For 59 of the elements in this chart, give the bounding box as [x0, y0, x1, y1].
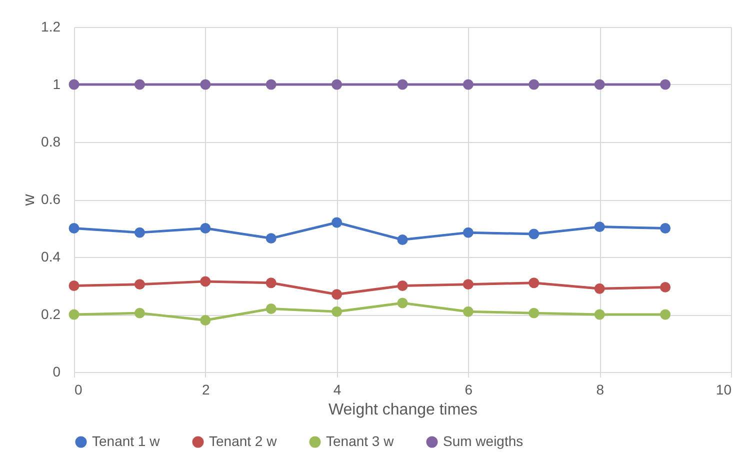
point: [397, 234, 408, 245]
point: [397, 298, 408, 308]
point: [200, 223, 211, 234]
point: [660, 223, 671, 234]
point: [462, 306, 474, 317]
point: [68, 79, 80, 90]
x-tick-label: 4: [333, 382, 342, 398]
y-tick-label: 0: [52, 364, 61, 380]
y-tick-label: 0.8: [41, 134, 61, 150]
x-tick-label: 8: [596, 382, 604, 398]
point: [332, 306, 342, 317]
legend-label: Sum weigths: [443, 433, 524, 449]
y-tick-label: 1.2: [41, 18, 61, 34]
point: [200, 79, 211, 90]
point: [528, 228, 540, 240]
point: [462, 79, 474, 90]
y-tick-label: 0.4: [41, 248, 61, 264]
point: [332, 289, 342, 300]
point: [134, 308, 145, 318]
y-tick-label: 0.2: [41, 306, 61, 322]
point: [462, 279, 474, 290]
x-axis-title: Weight change times: [328, 402, 478, 418]
point: [660, 79, 671, 90]
point: [134, 79, 145, 90]
point: [266, 304, 276, 314]
point: [68, 280, 80, 291]
point: [200, 315, 211, 326]
point: [200, 276, 211, 287]
point: [528, 278, 540, 288]
point: [397, 280, 408, 291]
point: [266, 233, 276, 244]
point: [660, 282, 671, 292]
x-tick-label: 6: [464, 382, 473, 398]
point: [594, 283, 605, 294]
y-tick-label: 1: [52, 76, 61, 92]
point: [594, 79, 605, 90]
point: [462, 227, 474, 238]
point: [134, 227, 145, 238]
point: [266, 79, 276, 90]
point: [660, 309, 671, 320]
y-tick-label: 0.6: [41, 191, 61, 207]
point: [397, 79, 408, 90]
x-tick-label: 2: [202, 382, 210, 398]
point: [134, 279, 145, 290]
point: [68, 309, 80, 320]
point: [528, 79, 540, 90]
legend-label: Tenant 2 w: [209, 433, 278, 449]
legend-label: Tenant 3 w: [326, 433, 395, 449]
legend-label: Tenant 1 w: [92, 433, 161, 449]
point: [332, 217, 342, 228]
point: [528, 308, 540, 318]
x-tick-label: 10: [716, 382, 732, 398]
point: [594, 222, 605, 232]
y-axis-title: w: [21, 194, 38, 207]
point: [332, 79, 342, 90]
x-tick-label: 0: [74, 382, 82, 398]
point: [266, 278, 276, 288]
point: [68, 223, 80, 234]
point: [594, 309, 605, 320]
